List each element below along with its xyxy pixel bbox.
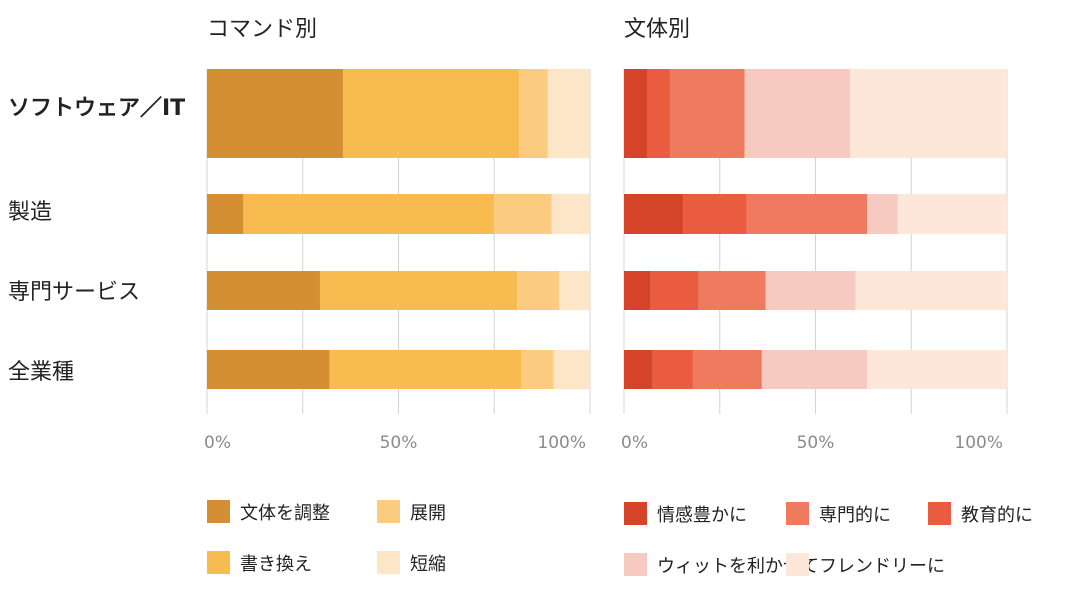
bar-segment-1-1-1 [683,194,747,234]
bar-segment-0-3-2 [521,350,554,389]
chart-title-by-tone: 文体別 [624,17,690,42]
legend-label-0-2: 展開 [410,503,446,524]
legend-swatch-1-4 [786,553,809,576]
chart-title-by-command: コマンド別 [207,17,317,42]
legend-label-1-1: 教育的に [961,505,1033,526]
legend-swatch-1-3 [624,553,647,576]
legend-swatch-1-0 [624,502,647,525]
bar-segment-0-1-3 [551,194,590,234]
bar-segment-1-2-4 [855,271,1007,310]
bar-segment-0-0-2 [519,69,548,158]
legend-label-1-2: 専門的に [819,505,891,526]
legend-label-0-1: 書き換え [240,554,312,575]
bar-segment-0-2-1 [319,271,518,310]
bar-segment-0-0-1 [342,69,520,158]
bar-segment-1-0-4 [849,69,1007,158]
legend-swatch-1-1 [928,502,951,525]
bar-segment-0-3-0 [207,350,330,389]
bar-segment-1-2-1 [650,271,699,310]
bar-segment-0-0-0 [207,69,343,158]
bar-segment-0-2-0 [207,271,320,310]
bar-segment-1-3-2 [692,350,762,389]
legend-swatch-0-0 [207,500,230,523]
bar-segment-1-2-3 [765,271,856,310]
bar-segment-0-1-0 [207,194,244,234]
bar-segment-0-1-2 [494,194,552,234]
tick-label-1-0: 0% [621,433,648,453]
bar-segment-1-1-0 [624,194,684,234]
bar-segment-1-1-3 [867,194,898,234]
bar-segment-1-2-0 [624,271,651,310]
category-label-professional-services: 専門サービス [8,280,140,305]
bar-segment-1-3-3 [761,350,868,389]
bar-segment-1-3-0 [624,350,653,389]
category-label-manufacturing: 製造 [8,200,52,225]
legend-label-0-3: 短縮 [410,554,446,575]
legend-swatch-0-1 [207,551,230,574]
legend-label-1-4: フレンドリーに [819,556,945,577]
legend-label-1-0: 情感豊かに [657,505,747,526]
bar-segment-0-3-1 [329,350,522,389]
bar-segment-0-2-2 [517,271,560,310]
bar-segment-0-3-3 [553,350,590,389]
bar-segment-1-0-3 [744,69,850,158]
legend-swatch-1-2 [786,502,809,525]
bar-segment-1-3-1 [652,350,693,389]
tick-label-1-2: 50% [797,433,835,453]
bar-segment-1-3-4 [867,350,1007,389]
tick-label-0-4: 100% [537,433,586,453]
legend-swatch-0-3 [377,551,400,574]
category-label-software-it: ソフトウェア／IT [8,96,185,121]
tick-label-0-0: 0% [204,433,231,453]
legend-swatch-0-2 [377,500,400,523]
bar-segment-1-0-2 [669,69,745,158]
legend-label-1-3: ウィットを利かせて [657,556,819,577]
legend-label-0-0: 文体を調整 [240,503,330,524]
tick-label-1-4: 100% [954,433,1003,453]
bar-segment-1-1-2 [746,194,868,234]
bar-segment-0-0-3 [547,69,590,158]
bar-segment-1-2-2 [698,271,766,310]
bar-segment-1-0-0 [624,69,647,158]
category-label-all-industries: 全業種 [8,360,74,385]
tick-label-0-2: 50% [380,433,418,453]
bar-segment-0-2-3 [559,271,590,310]
bar-segment-1-1-4 [897,194,1007,234]
bar-segment-0-1-1 [243,194,495,234]
bar-segment-1-0-1 [646,69,670,158]
